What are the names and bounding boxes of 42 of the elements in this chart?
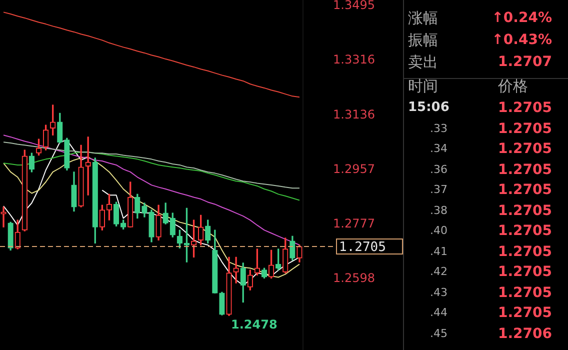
text: .33 bbox=[430, 120, 448, 136]
text: ↑0.24% bbox=[492, 9, 552, 28]
candlestick bbox=[233, 256, 239, 284]
text: 涨幅 bbox=[408, 8, 438, 28]
ref-line-label: 1.2705 bbox=[339, 240, 386, 255]
text: 1.2705 bbox=[498, 140, 552, 159]
text: 振幅 bbox=[408, 30, 438, 50]
y-tick-label: 1.3136 bbox=[333, 107, 375, 122]
text: 时间 bbox=[408, 76, 438, 96]
text: .36 bbox=[430, 162, 448, 178]
text: 1.2705 bbox=[498, 99, 552, 118]
text: 1.2705 bbox=[498, 120, 552, 138]
text: 1.2705 bbox=[498, 202, 552, 220]
text: ↑0.43% bbox=[492, 31, 552, 50]
text: .38 bbox=[430, 202, 448, 218]
y-tick-label: 1.3495 bbox=[333, 0, 375, 12]
text: 1.2705 bbox=[498, 284, 552, 302]
candlestick bbox=[0, 206, 6, 228]
text: 1.2707 bbox=[498, 53, 552, 72]
text: 1.2706 bbox=[498, 324, 552, 344]
y-tick-label: 1.2957 bbox=[333, 162, 375, 176]
text: .44 bbox=[430, 305, 448, 321]
y-tick-label: 1.3316 bbox=[333, 52, 375, 67]
text: 卖出 bbox=[408, 52, 438, 72]
text: 价格 bbox=[498, 76, 528, 96]
text: .43 bbox=[430, 284, 448, 300]
text: 15:06 bbox=[408, 99, 450, 117]
y-tick-label: 1.2777 bbox=[333, 216, 375, 231]
y-tick-label: 1.2598 bbox=[333, 271, 375, 286]
text: 1.2705 bbox=[498, 160, 552, 180]
annotation: 1.2478 bbox=[231, 318, 278, 332]
text: 1.2705 bbox=[498, 222, 552, 241]
text: 1.2705 bbox=[498, 181, 552, 200]
text: .34 bbox=[430, 141, 448, 157]
text: 1.2705 bbox=[498, 242, 552, 262]
text: .40 bbox=[430, 223, 448, 239]
text: .45 bbox=[430, 326, 448, 342]
text: .37 bbox=[430, 182, 448, 198]
text: 1.2705 bbox=[498, 304, 552, 323]
text: .41 bbox=[430, 244, 448, 260]
text: 1.2705 bbox=[498, 263, 552, 282]
text: .42 bbox=[430, 264, 448, 280]
